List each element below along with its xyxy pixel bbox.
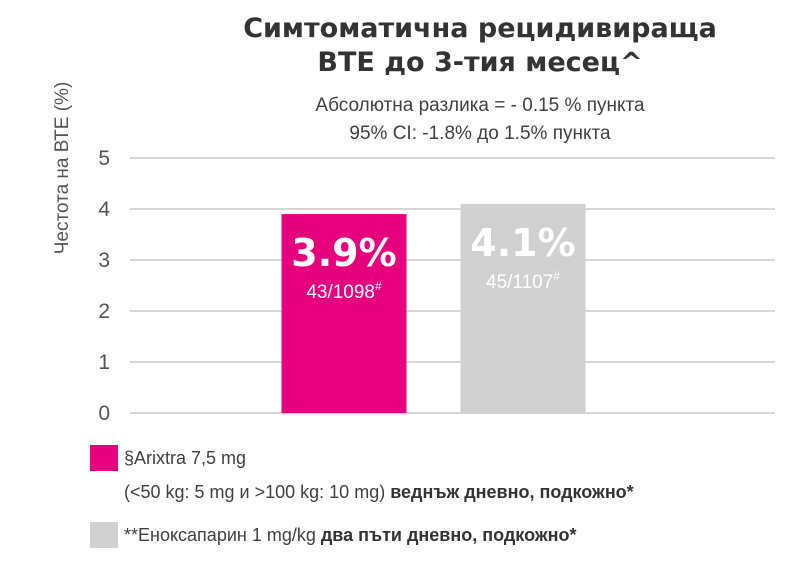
bar-0 (281, 214, 407, 413)
legend-swatch-arixtra (90, 445, 118, 471)
y-tick-label-4: 4 (98, 198, 110, 221)
legend-label-enoxaparin-name: **Еноксапарин 1 mg/kg (124, 525, 321, 545)
gridlines (130, 157, 775, 414)
legend-detail-arixtra-regimen: веднъж дневно, подкожно* (390, 482, 634, 502)
legend-swatch-enoxaparin (90, 522, 118, 548)
y-tick-label-5: 5 (98, 147, 110, 170)
chart-title-line-1: Симтоматична рецидивираща (243, 13, 717, 44)
legend-label-arixtra: §Arixtra 7,5 mg (124, 448, 247, 468)
bars: 3.9% 43/1098# 4.1% 45/1107# (281, 203, 586, 413)
bar-1 (460, 203, 586, 413)
y-tick-label-1: 1 (98, 351, 110, 374)
bar-value-label-0: 3.9% (291, 231, 396, 275)
bar-count-label-1: 45/1107# (486, 269, 560, 293)
chart-subtitle-line-1: Абсолютна разлика = - 0.15 % пункта (315, 95, 645, 116)
chart-subtitle-line-2: 95% CI: -1.8% до 1.5% пункта (349, 123, 611, 144)
bar-count-label-0: 43/1098# (306, 279, 382, 303)
y-tick-label-3: 3 (98, 249, 110, 272)
legend-detail-enoxaparin-regimen: два пъти дневно, подкожно* (320, 525, 577, 545)
legend-detail-arixtra: (<50 kg: 5 mg и >100 kg: 10 mg) веднъж д… (124, 479, 634, 505)
bar-value-label-1: 4.1% (470, 221, 575, 265)
legend-detail-arixtra-dose: (<50 kg: 5 mg и >100 kg: 10 mg) (124, 482, 391, 502)
y-tick-label-2: 2 (98, 300, 110, 323)
y-axis-ticks: 0 1 2 3 4 5 (98, 147, 110, 425)
chart-title-line-2: ВТЕ до 3-тия месец^ (317, 47, 643, 78)
legend-label-enoxaparin: **Еноксапарин 1 mg/kg два пъти дневно, п… (124, 522, 576, 548)
y-tick-label-0: 0 (98, 402, 110, 425)
